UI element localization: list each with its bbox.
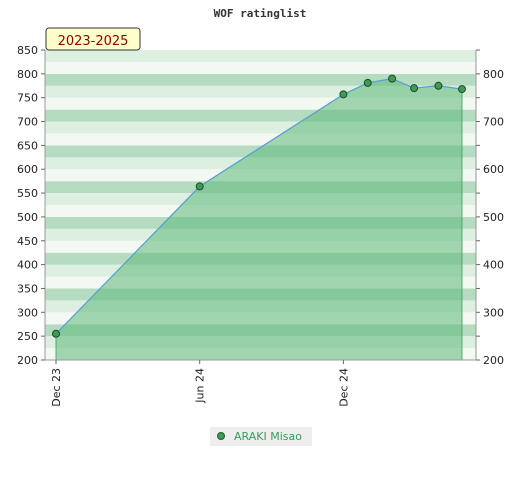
- y-tick-label-left: 800: [17, 68, 38, 81]
- x-tick-label: Dec 24: [337, 368, 350, 407]
- x-axis: Dec 23 Jun 24 Dec 24: [45, 359, 476, 407]
- legend-label: ARAKI Misao: [234, 430, 302, 443]
- y-tick-label-left: 200: [17, 354, 38, 367]
- y-tick-label-right: 400: [483, 259, 504, 272]
- period-badge-text: 2023-2025: [58, 34, 129, 49]
- y-tick-label-right: 700: [483, 116, 504, 129]
- y-axis-right: 200 300 400 500 600 700 800: [475, 49, 504, 367]
- data-point[interactable]: [410, 84, 419, 93]
- x-tick-label: Dec 23: [50, 368, 63, 407]
- y-tick-label-left: 700: [17, 116, 38, 129]
- data-point[interactable]: [388, 74, 397, 83]
- y-tick-label-right: 300: [483, 306, 504, 319]
- y-tick-label-left: 350: [17, 282, 38, 295]
- y-axis-left: 200 250 300 350 400 450 500 550 600 650 700 750 800 8…: [17, 44, 46, 367]
- grid-band: [45, 61, 476, 74]
- y-tick-label-left: 450: [17, 235, 38, 248]
- period-badge: 2023-2025: [45, 27, 141, 51]
- y-tick-label-left: 300: [17, 306, 38, 319]
- y-tick-label-left: 850: [17, 44, 38, 57]
- grid-band: [45, 73, 476, 86]
- data-point[interactable]: [195, 182, 204, 191]
- y-tick-label-left: 250: [17, 330, 38, 343]
- y-tick-label-right: 500: [483, 211, 504, 224]
- series-line: [55, 77, 463, 335]
- grid-band: [45, 121, 476, 134]
- grid-band: [45, 109, 476, 122]
- y-tick-label-left: 400: [17, 259, 38, 272]
- period-badge-box: [45, 27, 141, 51]
- legend[interactable]: ARAKI Misao: [210, 427, 312, 446]
- grid-band: [45, 97, 476, 110]
- x-tick-label: Jun 24: [194, 368, 207, 404]
- grid-band: [45, 85, 476, 98]
- data-points: [52, 74, 466, 338]
- y-tick-label-left: 600: [17, 163, 38, 176]
- data-point[interactable]: [363, 78, 372, 87]
- data-point[interactable]: [458, 85, 466, 94]
- data-point[interactable]: [52, 329, 60, 338]
- y-tick-label-left: 500: [17, 211, 38, 224]
- grid-band: [45, 133, 476, 146]
- y-tick-label-left: 550: [17, 187, 38, 200]
- chart-title: WOF ratinglist: [214, 7, 307, 20]
- data-point[interactable]: [434, 81, 443, 90]
- y-tick-label-right: 600: [483, 163, 504, 176]
- y-tick-label-right: 800: [483, 68, 504, 81]
- legend-marker: [217, 432, 225, 440]
- y-tick-label-right: 200: [483, 354, 504, 367]
- y-tick-label-left: 650: [17, 139, 38, 152]
- data-point[interactable]: [339, 90, 348, 99]
- legend-box: [210, 427, 312, 446]
- y-tick-label-left: 750: [17, 92, 38, 105]
- grid-band: [45, 50, 476, 62]
